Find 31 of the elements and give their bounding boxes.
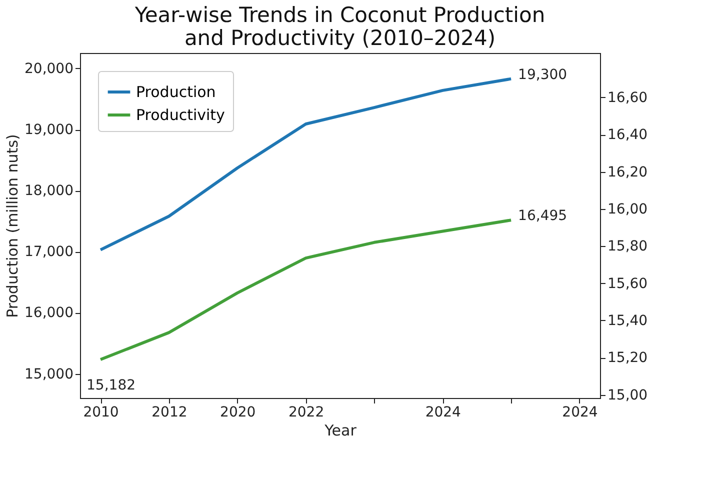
x-tick-label: 2024 (562, 404, 598, 420)
y2-tick-label: 15,20 (608, 350, 648, 366)
y-tick-label: 15,000 (24, 366, 74, 382)
x-tick-label: 2010 (83, 404, 119, 420)
annotation: 15,182 (86, 378, 136, 394)
y-tick-label: 20,000 (24, 60, 74, 77)
legend-label: Production (136, 83, 216, 101)
y2-tick-label: 16,20 (608, 164, 648, 180)
line-series (99, 77, 513, 252)
line-series (99, 218, 513, 362)
y2-tick-label: 15,80 (608, 238, 648, 255)
chart-title: Year-wise Trends in Coconut Production and Productivity (2010–2024) (134, 3, 546, 50)
y-tick-label: 19,000 (24, 122, 74, 138)
y2-tick-label: 16,60 (608, 90, 648, 106)
y-tick-label: 16,000 (24, 305, 74, 322)
annotation: 19,300 (518, 66, 568, 83)
x-axis-title: Year (324, 422, 358, 440)
y-tick-label: 17,000 (24, 244, 74, 260)
legend-label: Productivity (136, 106, 226, 124)
y2-tick-label: 16,00 (608, 201, 648, 218)
x-tick-label: 2022 (288, 404, 324, 420)
y2-tick-label: 15,40 (608, 312, 648, 329)
y2-tick-label: 16,40 (608, 127, 648, 144)
x-tick-label: 2012 (152, 404, 188, 420)
y-tick-label: 18,000 (24, 183, 74, 200)
y2-tick-label: 15,60 (608, 276, 648, 292)
x-tick-label: 2020 (220, 404, 256, 420)
y2-tick-label: 15,00 (608, 387, 648, 404)
x-tick-label: 2024 (425, 404, 462, 420)
annotation: 16,495 (518, 208, 568, 224)
y-axis-title: Production (million nuts) (4, 134, 22, 318)
